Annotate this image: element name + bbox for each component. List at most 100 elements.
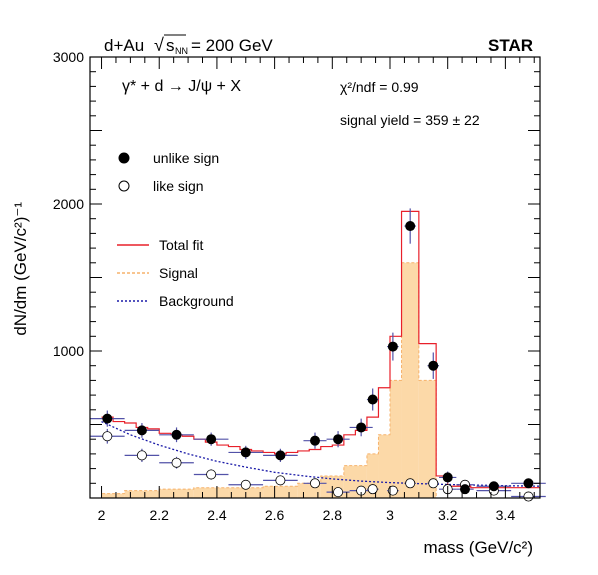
legend-like-label: like sign (153, 178, 204, 194)
signal-bin (366, 453, 379, 498)
x-axis-title: mass (GeV/c²) (423, 538, 533, 557)
like-sign-point (404, 478, 416, 489)
legend-unlike-marker (118, 152, 130, 164)
like-sign-point (124, 448, 160, 462)
signal-yield-label: signal yield = 359 ± 22 (340, 112, 480, 128)
x-tick-label: 3.4 (496, 507, 516, 523)
signal-bin (263, 486, 298, 498)
header-sqrt: √ (154, 35, 164, 55)
like-sign-marker (387, 485, 398, 496)
unlike-sign-marker (442, 472, 453, 483)
unlike-sign-point (439, 471, 457, 484)
unlike-sign-point (193, 432, 229, 446)
unlike-sign-point (366, 388, 379, 411)
header-system: d+Au (104, 36, 144, 55)
like-sign-point (193, 469, 229, 480)
unlike-sign-point (456, 484, 474, 495)
like-sign-marker (405, 478, 416, 489)
like-sign-marker (333, 487, 344, 498)
unlike-sign-marker (309, 435, 320, 446)
unlike-sign-marker (459, 484, 470, 495)
x-tick-label: 2.8 (323, 507, 343, 523)
like-sign-point (228, 479, 264, 490)
x-tick-label: 3 (386, 507, 394, 523)
unlike-sign-point (303, 432, 327, 449)
unlike-sign-point (124, 423, 160, 438)
legend-unlike-label: unlike sign (153, 150, 219, 166)
unlike-sign-marker (523, 478, 534, 489)
like-sign-point (427, 478, 440, 489)
like-sign-marker (367, 484, 378, 495)
x-tick-label: 2.4 (207, 507, 227, 523)
chi2-label: χ²/ndf = 0.99 (340, 79, 419, 95)
like-sign-point (159, 456, 194, 469)
unlike-sign-marker (275, 450, 286, 461)
unlike-sign-point (159, 427, 194, 443)
like-sign-marker (240, 479, 251, 490)
y-tick-label: 2000 (53, 196, 84, 212)
signal-bin (193, 487, 229, 498)
legend-signal-label: Signal (159, 265, 198, 281)
y-tick-label: 1000 (53, 343, 84, 359)
signal-bin (401, 262, 419, 498)
unlike-sign-marker (428, 360, 439, 371)
unlike-sign-marker (367, 394, 378, 405)
unlike-sign-point (90, 410, 125, 427)
reaction-label: γ* + d → J/ψ + X (122, 78, 241, 95)
unlike-sign-marker (136, 425, 147, 436)
x-tick-label: 2 (98, 507, 106, 523)
x-tick-label: 3.2 (438, 507, 458, 523)
like-sign-point (303, 478, 327, 489)
collaboration-label: STAR (488, 36, 533, 55)
like-sign-point (326, 487, 350, 498)
like-sign-marker (523, 491, 534, 502)
unlike-sign-marker (333, 434, 344, 445)
unlike-sign-marker (206, 434, 217, 445)
signal-bin (101, 493, 125, 498)
like-sign-point (263, 475, 298, 486)
signal-bin (159, 489, 194, 498)
signal-bin (378, 434, 390, 498)
like-sign-marker (275, 475, 286, 486)
y-axis-title: dN/dm (GeV/c²)⁻¹ (11, 202, 30, 336)
unlike-sign-marker (405, 221, 416, 232)
axis-ticks (90, 56, 540, 499)
unlike-sign-point (387, 332, 399, 361)
like-sign-point (387, 485, 399, 496)
signal-bin (124, 490, 160, 498)
unlike-sign-point (476, 481, 512, 492)
like-sign-marker (136, 450, 147, 461)
legend-background-label: Background (159, 293, 234, 309)
header-s-subscript: NN (175, 46, 188, 56)
like-sign-marker (102, 431, 113, 442)
unlike-sign-point (326, 431, 350, 448)
tick-labels: 2 2.2 2.4 2.6 2.8 3 3.2 3.4 1000 2000 3000 (53, 49, 515, 523)
unlike-sign-point (263, 448, 298, 462)
legend-marker-group: unlike sign like sign (118, 150, 219, 194)
like-sign-point (366, 484, 379, 495)
x-tick-label: 2.6 (265, 507, 285, 523)
like-sign-marker (171, 457, 182, 468)
unlike-sign-marker (488, 481, 499, 492)
unlike-sign-point (404, 208, 416, 244)
legend-total-fit-label: Total fit (159, 237, 203, 253)
like-sign-marker (428, 478, 439, 489)
unlike-sign-marker (240, 447, 251, 458)
x-tick-label: 2.2 (149, 507, 169, 523)
unlike-sign-series (90, 208, 546, 495)
y-tick-label: 3000 (53, 49, 84, 65)
legend-like-marker (118, 180, 130, 192)
like-sign-marker (309, 478, 320, 489)
unlike-sign-marker (387, 341, 398, 352)
header-energy: = 200 GeV (191, 36, 273, 55)
legend-line-group: Total fit Signal Background (117, 237, 234, 309)
unlike-sign-marker (102, 413, 113, 424)
signal-bin (390, 380, 402, 498)
signal-bin (418, 380, 437, 498)
unlike-sign-point (349, 418, 373, 437)
unlike-sign-marker (171, 429, 182, 440)
unlike-sign-marker (356, 422, 367, 433)
like-sign-marker (206, 469, 217, 480)
unlike-sign-point (427, 352, 440, 379)
